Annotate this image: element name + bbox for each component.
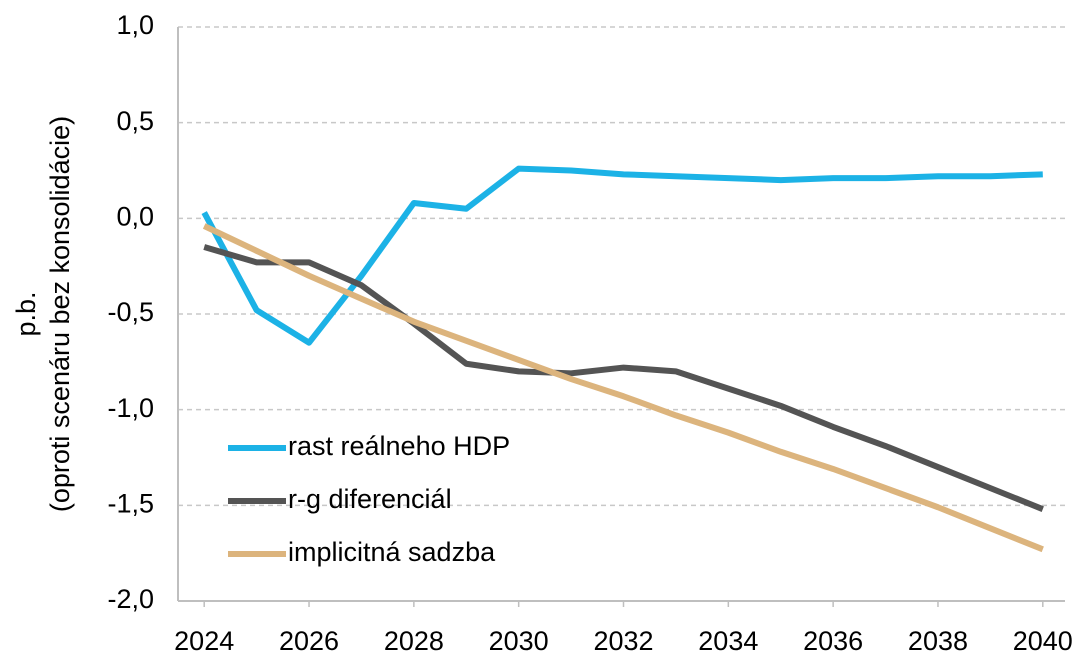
y-tick-label: -1,0 (107, 393, 154, 423)
series-line (202, 223, 1044, 553)
x-tick-label: 2040 (1013, 626, 1073, 656)
x-tick-label: 2030 (489, 626, 549, 656)
y-tick-label: 0,5 (116, 106, 154, 136)
series-line (203, 244, 1044, 512)
y-tick-label: 0,0 (116, 201, 154, 231)
y-tick-label: 1,0 (116, 10, 154, 40)
y-tick-label: -2,0 (107, 584, 154, 614)
x-tick-label: 2032 (593, 626, 653, 656)
x-tick-label: 2024 (174, 626, 234, 656)
y-axis-label: p.b. (11, 291, 41, 336)
x-tick-label: 2026 (279, 626, 339, 656)
x-tick-label: 2028 (384, 626, 444, 656)
x-tick-label: 2038 (908, 626, 968, 656)
legend-label: implicitná sadzba (288, 537, 496, 567)
series-line (201, 165, 1043, 346)
y-tick-label: -0,5 (107, 297, 154, 327)
x-tick-label: 2034 (698, 626, 758, 656)
y-axis-label: (oproti scenáru bez konsolidácie) (45, 116, 75, 512)
x-tick-label: 2036 (803, 626, 863, 656)
legend-label: r-g diferenciál (288, 484, 452, 514)
y-tick-label: -1,5 (107, 488, 154, 518)
legend-label: rast reálneho HDP (288, 431, 510, 461)
